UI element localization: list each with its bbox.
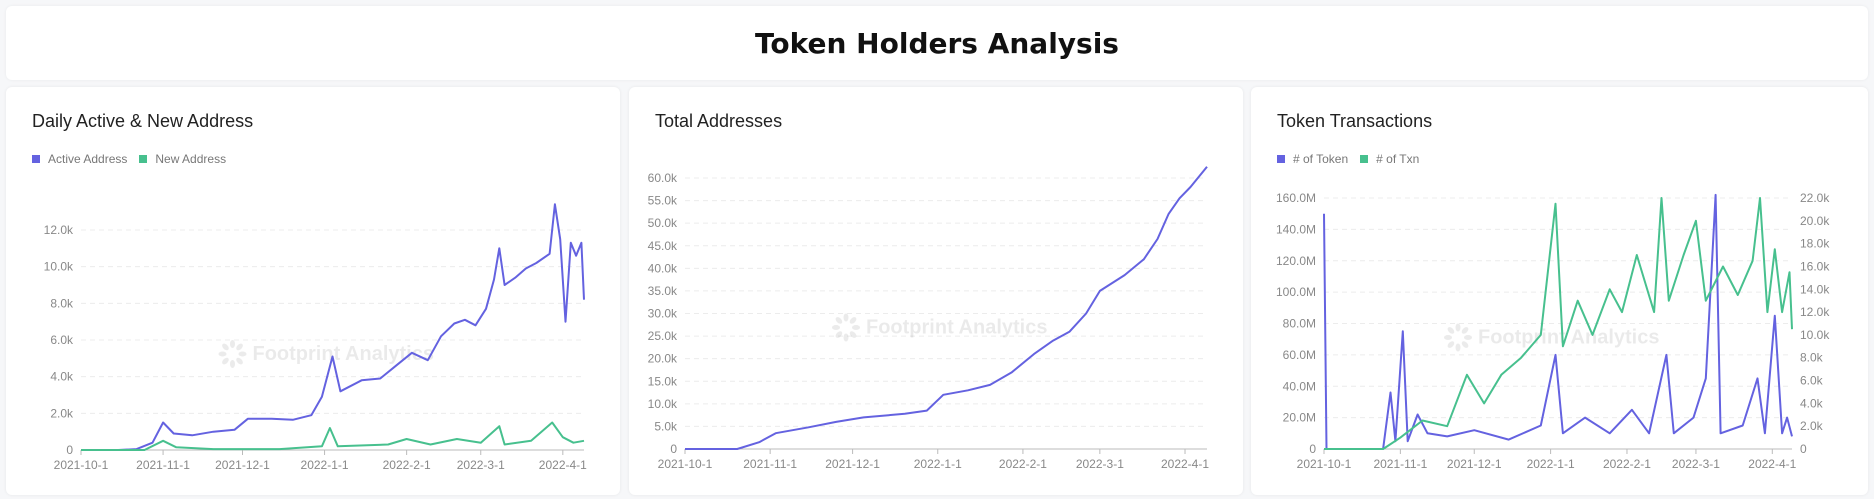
x-tick-label: 2022-3-1 bbox=[1672, 457, 1720, 471]
x-tick-label: 2022-3-1 bbox=[457, 458, 505, 472]
footprint-logo-icon bbox=[218, 340, 247, 368]
chart-svg: 0 5.0k 10.0k 15.0k 20.0k 25.0k 30.0k 35.0k 40.0k… bbox=[648, 166, 1209, 471]
y-tick-label: 6.0k bbox=[50, 333, 74, 347]
legend: # of Token # of Txn bbox=[1277, 152, 1419, 166]
x-tick-label: 2022-2-1 bbox=[999, 457, 1047, 471]
y-tick-label: 12.0k bbox=[44, 223, 74, 237]
footprint-logo-icon bbox=[832, 313, 860, 342]
chart-svg: 0 20.0M 40.0M 60.0M 80.0M 100.0M 120.0M 140.0M 1… bbox=[1276, 191, 1830, 471]
x-tick-label: 2022-4-1 bbox=[1161, 457, 1209, 471]
x-tick-label: 2021-10-1 bbox=[1297, 457, 1352, 471]
watermark: Footprint Analytics bbox=[1478, 327, 1659, 349]
y-tick-label: 0 bbox=[66, 443, 73, 457]
y2-tick-label: 4.0k bbox=[1800, 396, 1824, 410]
legend-label: New Address bbox=[155, 152, 227, 166]
legend-item-active[interactable]: Active Address bbox=[32, 152, 127, 166]
x-tick-label: 2022-1-1 bbox=[301, 458, 349, 472]
legend-label: # of Txn bbox=[1376, 152, 1420, 166]
chart-title: Daily Active & New Address bbox=[32, 111, 254, 131]
y-tick-label: 4.0k bbox=[50, 370, 74, 384]
x-tick-label: 2021-11-1 bbox=[136, 458, 190, 472]
y2-tick-label: 6.0k bbox=[1800, 374, 1824, 388]
x-tick-label: 2021-12-1 bbox=[1447, 457, 1502, 471]
y-tick-label: 8.0k bbox=[50, 296, 74, 310]
y-tick-label: 20.0M bbox=[1283, 411, 1316, 425]
y-tick-label: 25.0k bbox=[648, 329, 678, 343]
watermark: Footprint Analytics bbox=[866, 317, 1047, 339]
x-tick-label: 2021-12-1 bbox=[215, 458, 270, 472]
chart-title: Total Addresses bbox=[655, 111, 783, 131]
x-tick-label: 2022-2-1 bbox=[1603, 457, 1651, 471]
x-tick-label: 2022-2-1 bbox=[383, 458, 431, 472]
y2-tick-label: 14.0k bbox=[1800, 282, 1830, 296]
y-tick-label: 45.0k bbox=[648, 239, 678, 253]
y-tick-label: 160.0M bbox=[1276, 191, 1316, 205]
y-tick-label: 140.0M bbox=[1276, 222, 1316, 236]
y2-tick-label: 22.0k bbox=[1800, 191, 1830, 205]
y-tick-label: 60.0M bbox=[1283, 348, 1316, 362]
legend-swatch bbox=[32, 155, 40, 163]
y-tick-label: 40.0k bbox=[648, 261, 678, 275]
x-tick-label: 2021-10-1 bbox=[54, 458, 109, 472]
legend-item-txn[interactable]: # of Txn bbox=[1360, 152, 1419, 166]
y-tick-label: 15.0k bbox=[648, 374, 678, 388]
y-tick-label: 20.0k bbox=[648, 352, 678, 366]
y-tick-label: 55.0k bbox=[648, 194, 678, 208]
legend-label: Active Address bbox=[48, 152, 128, 166]
y-tick-label: 10.0k bbox=[44, 260, 74, 274]
page-title: Token Holders Analysis bbox=[755, 26, 1119, 60]
y-tick-label: 120.0M bbox=[1276, 254, 1316, 268]
y-tick-label: 80.0M bbox=[1283, 317, 1316, 331]
y2-tick-label: 2.0k bbox=[1800, 419, 1824, 433]
panel-token-transactions: Token Transactions # of Token # of Txn 0… bbox=[1251, 87, 1868, 495]
y-tick-label: 100.0M bbox=[1276, 285, 1316, 299]
legend-item-token[interactable]: # of Token bbox=[1277, 152, 1348, 166]
y2-tick-label: 18.0k bbox=[1800, 237, 1830, 251]
series-line--of-token bbox=[1323, 193, 1793, 450]
page-header: Token Holders Analysis bbox=[6, 6, 1868, 80]
y-tick-label: 40.0M bbox=[1283, 379, 1316, 393]
series-line-total-addresses bbox=[685, 166, 1208, 450]
y-tick-label: 0 bbox=[670, 442, 677, 456]
x-tick-label: 2022-1-1 bbox=[1527, 457, 1575, 471]
y-tick-label: 50.0k bbox=[648, 216, 678, 230]
x-tick-label: 2021-12-1 bbox=[825, 457, 880, 471]
x-tick-label: 2021-11-1 bbox=[1373, 457, 1427, 471]
y-tick-label: 0 bbox=[1309, 442, 1316, 456]
watermark: Footprint Analytics bbox=[253, 343, 434, 365]
x-tick-label: 2022-1-1 bbox=[914, 457, 962, 471]
y-tick-label: 2.0k bbox=[50, 406, 74, 420]
legend-swatch bbox=[139, 155, 148, 163]
series-line--of-txn bbox=[1324, 197, 1793, 450]
series-line-active-address bbox=[81, 203, 585, 451]
panel-daily-active-new: Daily Active & New Address Active Addres… bbox=[6, 87, 620, 495]
y-tick-label: 35.0k bbox=[648, 284, 678, 298]
legend-item-new[interactable]: New Address bbox=[139, 152, 226, 166]
y2-tick-label: 12.0k bbox=[1800, 305, 1830, 319]
legend: Active Address New Address bbox=[32, 152, 226, 166]
legend-swatch bbox=[1360, 155, 1369, 163]
legend-label: # of Token bbox=[1293, 152, 1349, 166]
x-tick-label: 2022-4-1 bbox=[539, 458, 587, 472]
legend-swatch bbox=[1277, 155, 1285, 163]
y2-tick-label: 20.0k bbox=[1800, 214, 1830, 228]
x-tick-label: 2021-11-1 bbox=[743, 457, 797, 471]
y-tick-label: 30.0k bbox=[648, 307, 678, 321]
y-tick-label: 5.0k bbox=[654, 419, 678, 433]
y2-tick-label: 16.0k bbox=[1800, 259, 1830, 273]
chart-svg: 0 2.0k 4.0k 6.0k 8.0k 10.0k 12.0k 2021-10-1 2021… bbox=[44, 203, 587, 472]
y-tick-label: 10.0k bbox=[648, 397, 678, 411]
y2-tick-label: 0 bbox=[1800, 442, 1807, 456]
y-tick-label: 60.0k bbox=[648, 171, 678, 185]
chart-title: Token Transactions bbox=[1277, 111, 1433, 131]
y2-tick-label: 8.0k bbox=[1800, 351, 1824, 365]
x-tick-label: 2022-4-1 bbox=[1748, 457, 1796, 471]
x-tick-label: 2022-3-1 bbox=[1076, 457, 1124, 471]
y2-tick-label: 10.0k bbox=[1800, 328, 1830, 342]
panel-total-addresses: Total Addresses 0 5.0k 10.0k 15.0k 20.0k 25.0… bbox=[629, 87, 1243, 495]
footprint-logo-icon bbox=[1444, 323, 1472, 352]
series-line-new-address bbox=[81, 421, 585, 451]
x-tick-label: 2021-10-1 bbox=[658, 457, 713, 471]
